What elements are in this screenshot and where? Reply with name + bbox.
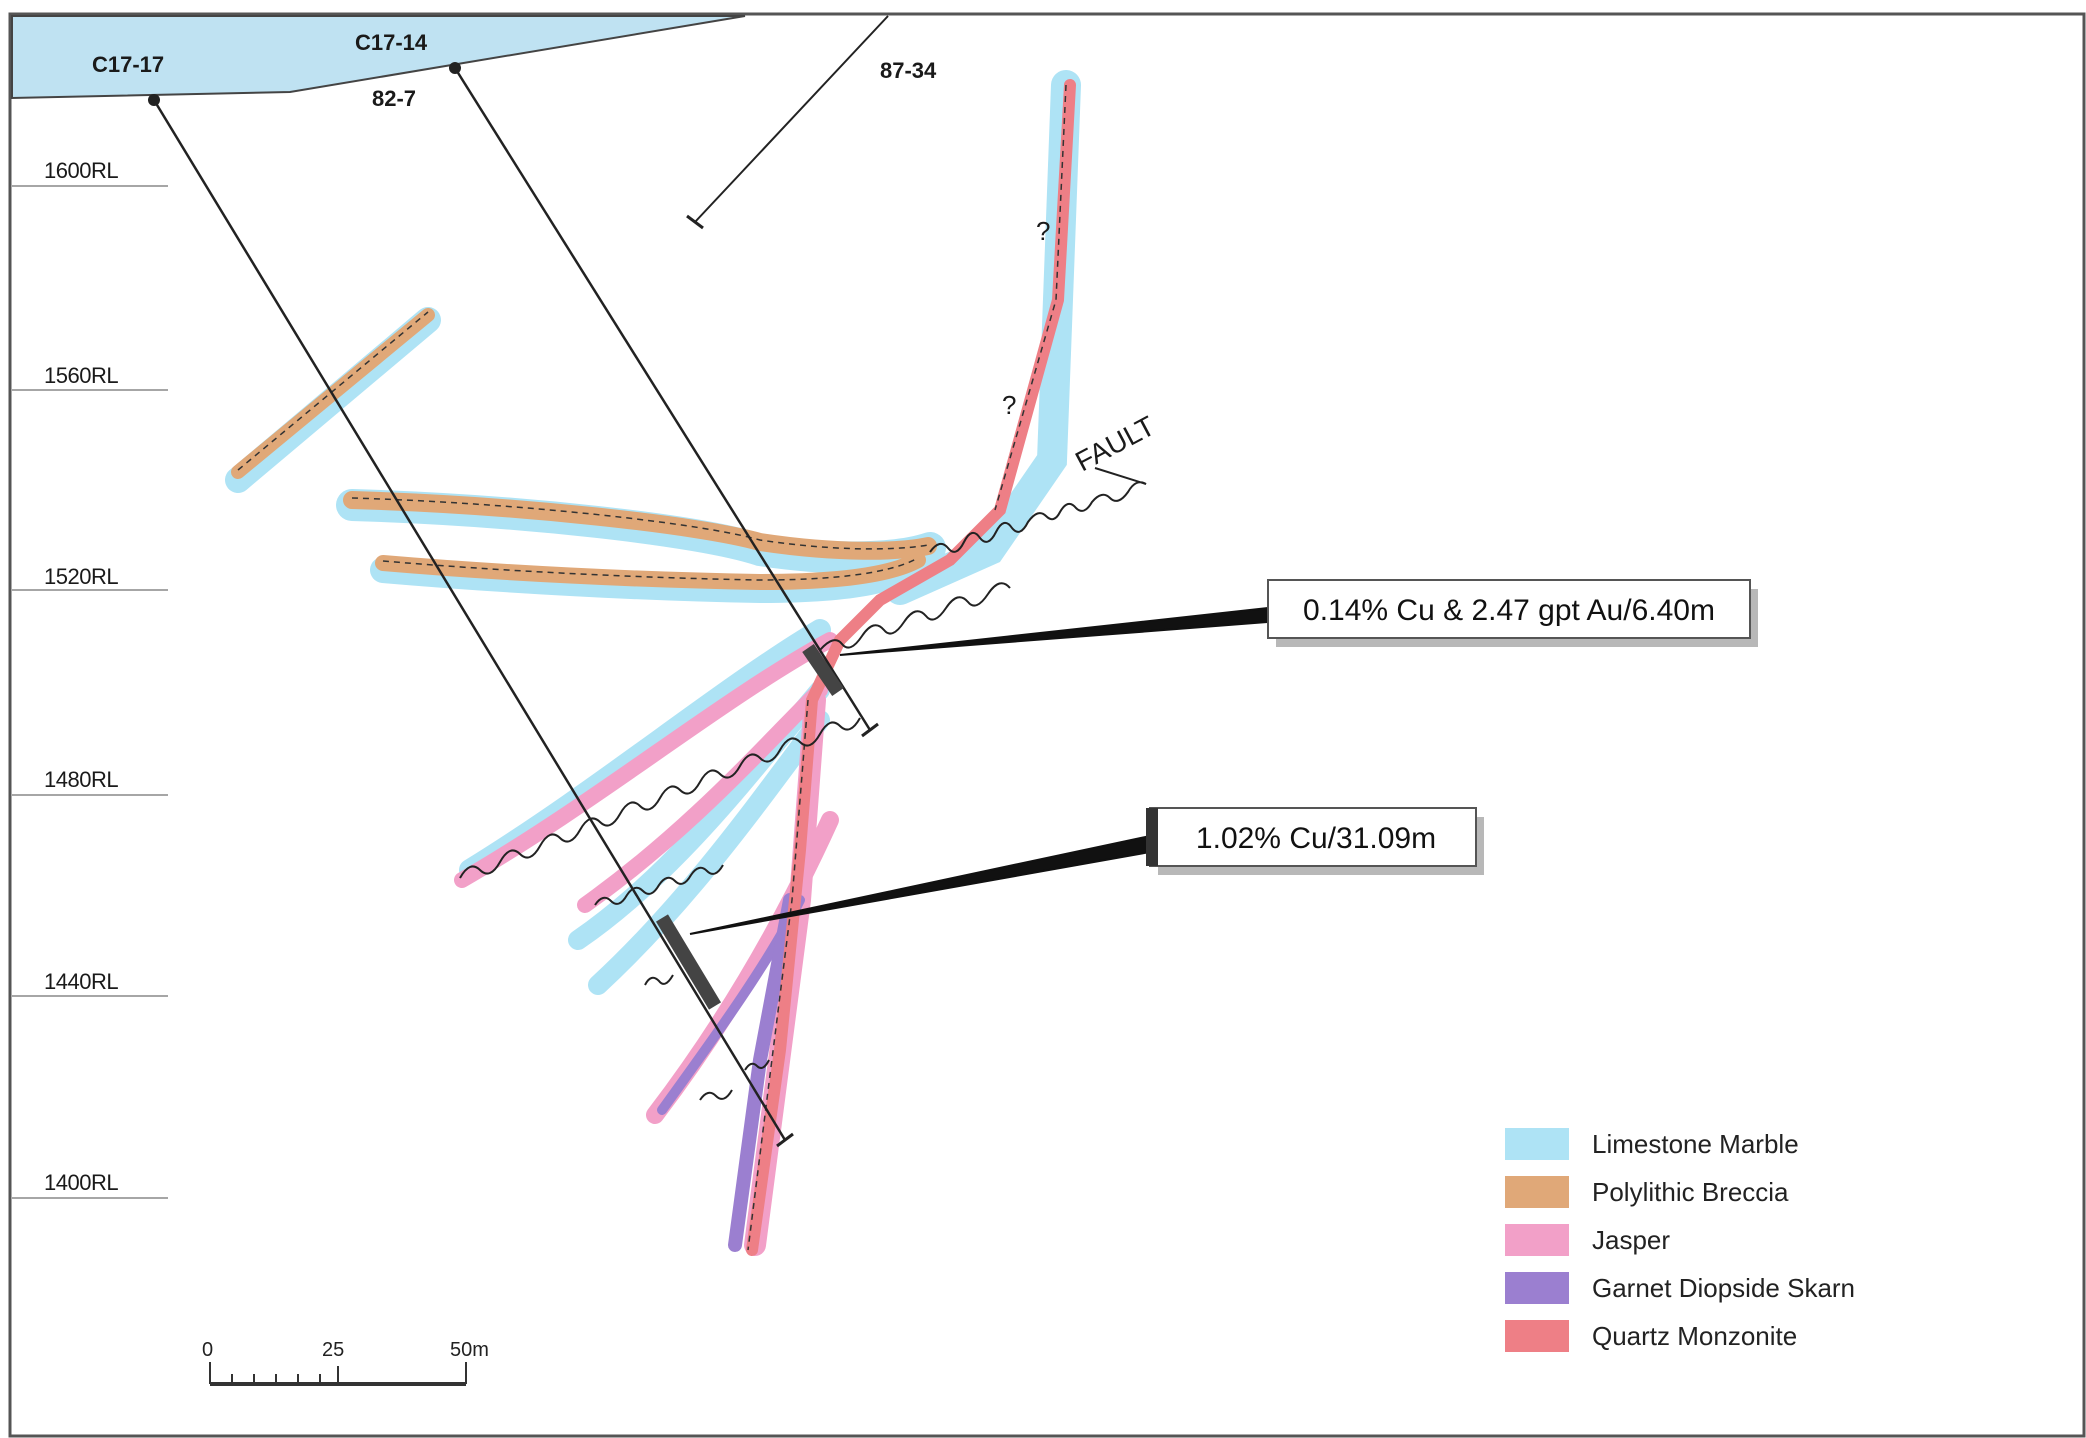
callout-lower[interactable]: 1.02% Cu/31.09m <box>1146 807 1484 875</box>
callout-leader-upper <box>839 606 1269 656</box>
callout-lower-text: 1.02% Cu/31.09m <box>1196 822 1436 855</box>
label-87-34: 87-34 <box>880 58 937 83</box>
polylithic-breccia-units <box>231 308 937 591</box>
legend-swatch-jasper <box>1505 1224 1569 1256</box>
drillhole-c17-17[interactable] <box>148 94 794 1148</box>
elevation-label: 1400RL <box>44 1170 118 1195</box>
fault-traces <box>459 467 1147 1101</box>
query-mark: ? <box>1002 390 1016 420</box>
callout-upper[interactable]: 0.14% Cu & 2.47 gpt Au/6.40m <box>1267 579 1758 647</box>
label-82-7: 82-7 <box>372 86 416 111</box>
drillhole-end-c17-17 <box>776 1132 794 1148</box>
elevation-label: 1480RL <box>44 767 118 792</box>
section-frame <box>8 12 2086 1438</box>
legend: Limestone Marble Polylithic Breccia Jasp… <box>1505 1128 1855 1352</box>
elevation-labels: 1600RL 1560RL 1520RL 1480RL 1440RL 1400R… <box>44 158 119 1195</box>
quartz-monzonite-units <box>746 79 1076 1256</box>
scale-tick-label: 50m <box>450 1339 489 1361</box>
drillhole-end-c17-14 <box>861 722 879 738</box>
drillhole-c17-14[interactable] <box>449 62 879 738</box>
legend-label-jasper: Jasper <box>1592 1225 1670 1255</box>
elevation-label: 1520RL <box>44 564 118 589</box>
elevation-label: 1600RL <box>44 158 118 183</box>
intercept-lower <box>656 914 721 1010</box>
intercept-upper <box>802 644 844 696</box>
scale-bar: 0 25 50m <box>202 1339 489 1386</box>
collar-c17-17 <box>148 94 160 106</box>
legend-label-garnet-diopside-skarn: Garnet Diopside Skarn <box>1592 1273 1855 1303</box>
fault-label: FAULT <box>1070 410 1160 477</box>
callout-upper-text: 0.14% Cu & 2.47 gpt Au/6.40m <box>1303 594 1715 627</box>
drillhole-trace-87-34 <box>694 15 889 223</box>
legend-label-quartz-monzonite: Quartz Monzonite <box>1592 1321 1797 1351</box>
contact-lines <box>237 84 1067 1251</box>
legend-label-polylithic-breccia: Polylithic Breccia <box>1592 1177 1789 1207</box>
drillhole-trace-c17-14 <box>453 67 872 731</box>
legend-label-limestone-marble: Limestone Marble <box>1592 1129 1799 1159</box>
query-mark: ? <box>1036 216 1050 246</box>
scale-tick-label: 0 <box>202 1339 213 1361</box>
ground-surface <box>11 15 746 100</box>
drillhole-end-87-34 <box>686 214 704 230</box>
label-c17-17: C17-17 <box>92 52 164 77</box>
legend-swatch-polylithic-breccia <box>1505 1176 1569 1208</box>
elevation-label: 1440RL <box>44 969 118 994</box>
label-c17-14: C17-14 <box>355 30 428 55</box>
drillhole-trace-c17-17 <box>152 99 787 1141</box>
scale-tick-label: 25 <box>322 1339 344 1361</box>
elevation-label: 1560RL <box>44 363 118 388</box>
legend-swatch-quartz-monzonite <box>1505 1320 1569 1352</box>
collar-c17-14 <box>449 62 461 74</box>
elevation-lines <box>12 185 168 1199</box>
legend-swatch-limestone-marble <box>1505 1128 1569 1160</box>
callout-leader-lower <box>689 834 1151 935</box>
legend-swatch-garnet-diopside-skarn <box>1505 1272 1569 1304</box>
